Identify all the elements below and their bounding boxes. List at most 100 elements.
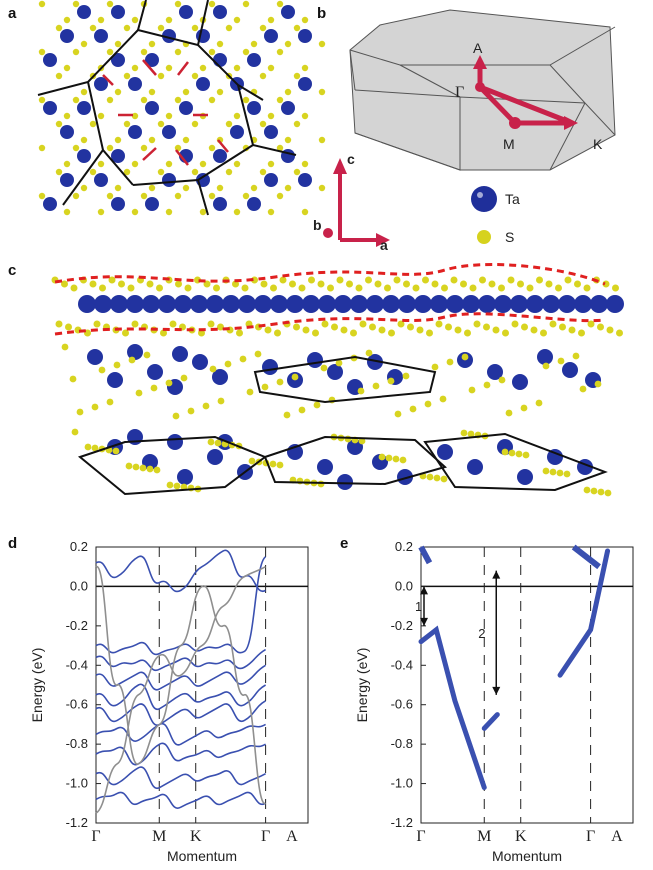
ta-atom <box>145 197 159 211</box>
ta-atom <box>172 346 188 362</box>
s-atom <box>76 408 84 416</box>
s-atom <box>460 280 467 288</box>
s-atom <box>65 323 72 331</box>
ta-atom <box>111 197 125 211</box>
s-atom <box>426 473 434 481</box>
ta-atom <box>517 469 533 485</box>
s-atom <box>498 376 506 384</box>
s-atom <box>166 481 174 489</box>
s-atom <box>358 437 366 445</box>
ta-atom <box>206 295 224 313</box>
s-atom <box>97 112 105 120</box>
s-atom <box>508 449 516 457</box>
ta-atom <box>558 295 576 313</box>
s-atom <box>545 280 553 288</box>
s-atom <box>55 320 63 328</box>
s-atom <box>242 48 250 56</box>
ta-atom <box>467 459 483 475</box>
ta-atom <box>298 173 312 187</box>
s-atom <box>246 388 254 396</box>
layered-structure-3d <box>51 263 624 497</box>
ta-atom <box>254 295 272 313</box>
s-atom <box>385 454 393 462</box>
s-atom <box>208 0 216 8</box>
s-atom <box>542 467 550 475</box>
s-atom <box>433 474 441 482</box>
s-atom <box>118 280 125 288</box>
s-atom <box>335 359 343 367</box>
y-axis-label: Energy (eV) <box>29 648 45 723</box>
s-atom <box>318 88 326 96</box>
ta-atom <box>574 295 592 313</box>
s-atom <box>106 48 114 56</box>
s-atom <box>374 280 382 288</box>
y-tick-label: 0.2 <box>70 539 88 554</box>
s-atom <box>355 284 363 292</box>
gap-label-1: 1 <box>415 599 422 614</box>
ta-atom <box>213 197 227 211</box>
s-atom <box>148 40 156 48</box>
y-tick-label: -0.6 <box>391 697 413 712</box>
s-atom <box>469 284 477 292</box>
s-atom <box>563 470 571 478</box>
s-atom <box>461 353 469 361</box>
unfolded-band <box>418 545 433 565</box>
ta-atom <box>128 77 142 91</box>
ta-atom <box>43 101 57 115</box>
ta-atom <box>77 5 91 19</box>
band-line <box>95 565 267 805</box>
s-atom <box>233 64 241 72</box>
s-atom <box>407 323 414 331</box>
s-atom <box>139 464 147 472</box>
s-atom <box>233 208 241 216</box>
axis-c-label: c <box>347 151 355 167</box>
plot-frame <box>420 546 634 824</box>
s-atom <box>180 483 188 491</box>
s-atom <box>180 374 188 382</box>
lattice-top-view <box>37 0 326 216</box>
s-atom <box>372 382 380 390</box>
s-atom <box>269 460 277 468</box>
s-atom <box>72 192 80 200</box>
s-atom <box>140 48 148 56</box>
distortion-arrow <box>102 74 114 86</box>
s-atom <box>113 361 121 369</box>
s-atom <box>208 192 216 200</box>
s-atom <box>112 447 120 455</box>
s-atom <box>132 463 140 471</box>
s-atom <box>564 276 572 284</box>
s-atom <box>140 192 148 200</box>
s-atom <box>99 284 106 292</box>
s-atom <box>426 329 433 337</box>
s-atom <box>555 284 562 292</box>
ta-atom <box>128 125 142 139</box>
s-atom <box>321 320 329 328</box>
s-atom <box>187 407 195 415</box>
s-atom <box>98 366 106 374</box>
s-atom <box>378 453 386 461</box>
s-atom <box>63 160 71 168</box>
band-line <box>95 791 266 809</box>
s-atom <box>515 450 523 458</box>
s-atom <box>225 120 233 128</box>
s-atom <box>202 402 210 410</box>
s-atom <box>468 386 476 394</box>
s-atom <box>320 364 328 372</box>
ta-atom <box>547 449 563 465</box>
y-tick-label: 0.0 <box>70 578 88 593</box>
x-axis-label: Momentum <box>492 848 562 864</box>
s-atom <box>131 208 139 216</box>
x-axis-label: Momentum <box>167 848 237 864</box>
s-atom <box>511 320 519 328</box>
s-atom <box>214 439 222 447</box>
s-atom <box>387 377 395 385</box>
s-atom <box>267 16 275 24</box>
s-atom <box>267 112 275 120</box>
s-atom <box>526 284 534 292</box>
ta-atom <box>264 173 278 187</box>
ta-atom <box>111 149 125 163</box>
y-tick-label: -0.2 <box>391 618 413 633</box>
s-atom <box>209 365 217 373</box>
ta-atom <box>60 29 74 43</box>
s-atom <box>536 276 543 284</box>
